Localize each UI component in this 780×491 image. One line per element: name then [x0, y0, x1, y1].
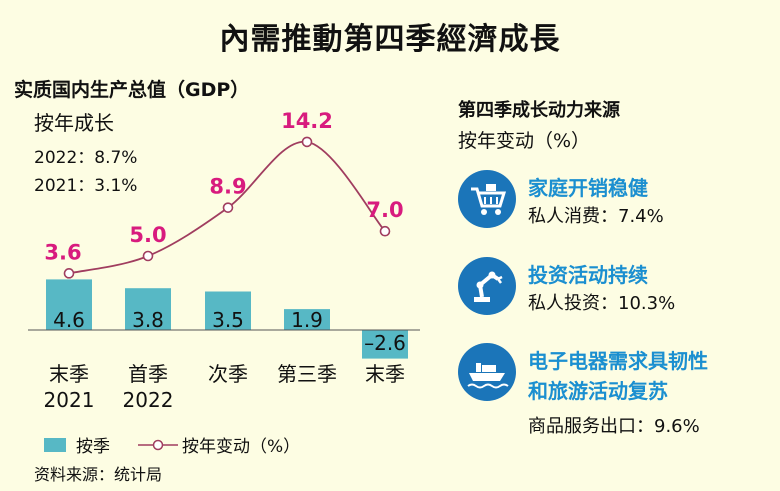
- bar-value-label-1: 3.8: [132, 308, 164, 332]
- source-value-investment: 私人投资：10.3%: [528, 293, 676, 314]
- source-title-investment: 投资活动持续: [528, 263, 648, 287]
- bar-value-label-0: 4.6: [53, 308, 85, 332]
- yoy-value-label-3: 14.2: [281, 109, 333, 133]
- gdp-header: 实质国内生产总值（GDP）: [14, 79, 250, 101]
- yoy-point-0: [63, 268, 75, 279]
- annual-growth-2021: 2021：3.1%: [34, 176, 138, 196]
- gdp-chart: 4.6 3.8 3.5 1.9 –2.6 3.6 5.0 8.9 14.2 7.0: [28, 109, 420, 359]
- source-title-exports-line1: 电子电器需求具韧性: [528, 349, 708, 373]
- bar-value-label-4: –2.6: [364, 331, 406, 355]
- category-label-4: 末季: [365, 362, 405, 386]
- yoy-point-2: [222, 202, 234, 213]
- yoy-point-1: [142, 250, 154, 262]
- source-title-consumption: 家庭开销稳健: [528, 176, 648, 200]
- bar-4: [362, 330, 408, 359]
- bar-value-label-3: 1.9: [291, 308, 323, 332]
- growth-sources-header: 第四季成长动力来源: [458, 100, 620, 121]
- source-value-consumption: 私人消费：7.4%: [528, 206, 664, 227]
- yoy-point-3: [301, 136, 313, 148]
- bar-0: [46, 279, 92, 330]
- category-label-2: 次季: [208, 362, 248, 386]
- category-label-0: 末季 2021: [43, 362, 95, 412]
- source-note: 资料来源：统计局: [34, 465, 163, 484]
- yoy-value-label-2: 8.9: [209, 175, 246, 199]
- yoy-point-4: [379, 225, 391, 237]
- bar-3: [284, 309, 330, 330]
- yoy-value-label-1: 5.0: [129, 223, 166, 247]
- robot-arm-icon: [458, 257, 516, 315]
- legend-quarterly-label: 按季: [76, 437, 110, 457]
- legend-yoy-label: 按年变动（%）: [182, 437, 301, 457]
- growth-sources-subheader: 按年变动（%）: [458, 130, 591, 152]
- yoy-value-label-0: 3.6: [44, 240, 81, 264]
- bar-value-label-2: 3.5: [212, 308, 244, 332]
- bar-2: [205, 291, 251, 330]
- category-label-1: 首季 2022: [122, 362, 174, 412]
- shopping-cart-icon: [458, 170, 516, 228]
- yoy-value-label-4: 7.0: [366, 198, 403, 222]
- bar-1: [125, 288, 171, 330]
- cargo-ship-icon: [458, 343, 516, 401]
- gdp-subheader: 按年成长: [34, 111, 114, 135]
- legend-bar-swatch: [44, 437, 66, 452]
- source-value-exports: 商品服务出口：9.6%: [528, 416, 700, 437]
- annual-growth-2022: 2022：8.7%: [34, 148, 138, 168]
- source-title-exports-line2: 和旅游活动复苏: [528, 379, 668, 403]
- category-label-3: 第三季: [277, 362, 337, 386]
- legend-line-swatch: [138, 439, 178, 450]
- legend: 按季 按年变动（%）: [44, 432, 300, 457]
- chart-title: 內需推動第四季經濟成長: [219, 22, 561, 57]
